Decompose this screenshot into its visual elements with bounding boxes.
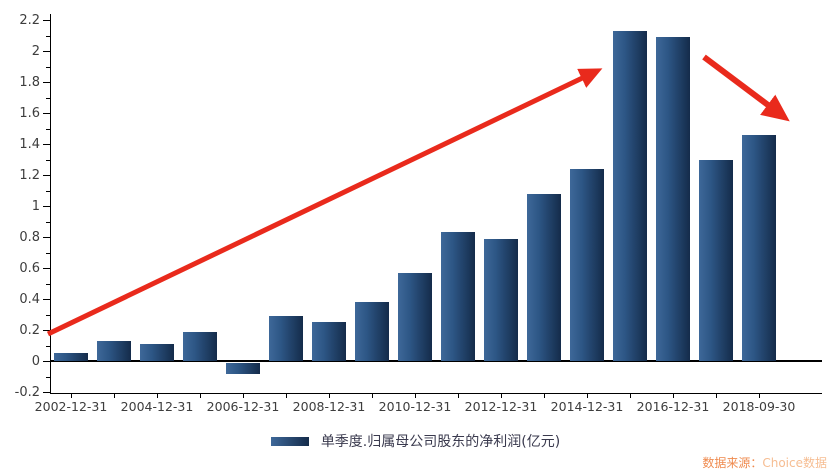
x-tick bbox=[329, 393, 330, 398]
x-tick-label: 2002-12-31 bbox=[34, 399, 108, 414]
y-tick-major bbox=[43, 361, 50, 362]
y-tick-minor bbox=[46, 190, 50, 192]
x-tick-label: 2012-12-31 bbox=[464, 399, 538, 414]
x-tick-label: 2018-09-30 bbox=[722, 399, 796, 414]
y-tick-major bbox=[43, 330, 50, 331]
x-tick bbox=[544, 393, 545, 398]
y-tick-minor bbox=[46, 283, 50, 285]
y-tick-label: 1.6 bbox=[19, 106, 40, 121]
bar bbox=[613, 30, 647, 361]
x-tick bbox=[587, 393, 588, 398]
x-tick-label: 2008-12-31 bbox=[292, 399, 366, 414]
x-tick bbox=[157, 393, 158, 398]
x-tick bbox=[243, 393, 244, 398]
x-tick bbox=[200, 393, 201, 398]
data-source-label: 数据来源： bbox=[702, 456, 763, 470]
bar bbox=[398, 272, 432, 361]
y-tick-minor bbox=[46, 66, 50, 68]
y-tick-minor bbox=[46, 376, 50, 378]
x-tick bbox=[458, 393, 459, 398]
legend-swatch-icon bbox=[270, 436, 309, 446]
bar bbox=[570, 168, 604, 361]
y-tick-label: 2 bbox=[31, 44, 40, 59]
x-tick bbox=[630, 393, 631, 398]
trend-down-arrow bbox=[702, 54, 790, 122]
bar bbox=[140, 343, 174, 361]
bar bbox=[312, 322, 346, 361]
bar bbox=[226, 363, 260, 374]
y-tick-major bbox=[43, 237, 50, 238]
y-tick-major bbox=[43, 299, 50, 300]
y-tick-label: 1.4 bbox=[19, 137, 40, 152]
y-tick-label: 2.2 bbox=[19, 13, 40, 28]
y-tick-label: 0.2 bbox=[19, 323, 40, 338]
x-tick bbox=[415, 393, 416, 398]
y-tick-major bbox=[43, 392, 50, 393]
bar bbox=[269, 316, 303, 361]
y-tick-major bbox=[43, 268, 50, 269]
zero-baseline bbox=[50, 360, 822, 362]
data-source-note: 数据来源：Choice数据 bbox=[702, 454, 827, 471]
y-tick-major bbox=[43, 175, 50, 176]
y-tick-major bbox=[43, 51, 50, 52]
bar bbox=[484, 238, 518, 361]
legend-label: 单季度.归属母公司股东的净利润(亿元) bbox=[320, 434, 561, 450]
y-tick-minor bbox=[46, 128, 50, 130]
y-tick-label: 1 bbox=[31, 199, 40, 214]
y-tick-major bbox=[43, 144, 50, 145]
y-axis-line bbox=[50, 14, 51, 393]
x-tick bbox=[759, 393, 760, 398]
bar bbox=[656, 37, 690, 361]
bar bbox=[183, 331, 217, 361]
y-tick-label: 1.8 bbox=[19, 75, 40, 90]
y-tick-label: 0.4 bbox=[19, 292, 40, 307]
bar bbox=[742, 134, 776, 361]
y-tick-label: -0.2 bbox=[14, 385, 40, 400]
x-tick-label: 2006-12-31 bbox=[206, 399, 280, 414]
x-tick bbox=[71, 393, 72, 398]
y-tick-minor bbox=[46, 97, 50, 99]
y-tick-minor bbox=[46, 314, 50, 316]
bar bbox=[54, 353, 88, 361]
data-source-value: Choice数据 bbox=[762, 456, 827, 470]
legend: 单季度.归属母公司股东的净利润(亿元) bbox=[0, 431, 831, 451]
x-tick bbox=[114, 393, 115, 398]
y-tick-minor bbox=[46, 221, 50, 223]
y-tick-label: 0.8 bbox=[19, 230, 40, 245]
bar bbox=[699, 159, 733, 361]
y-tick-major bbox=[43, 82, 50, 83]
x-tick-label: 2004-12-31 bbox=[120, 399, 194, 414]
y-tick-minor bbox=[46, 35, 50, 37]
y-tick-minor bbox=[46, 159, 50, 161]
y-tick-major bbox=[43, 113, 50, 114]
y-tick-label: 1.2 bbox=[19, 168, 40, 183]
bar bbox=[97, 340, 131, 361]
x-tick bbox=[716, 393, 717, 398]
x-tick-label: 2010-12-31 bbox=[378, 399, 452, 414]
y-tick-label: 0.6 bbox=[19, 261, 40, 276]
bar bbox=[441, 232, 475, 361]
y-tick-label: 0 bbox=[31, 354, 40, 369]
x-tick-label: 2014-12-31 bbox=[550, 399, 624, 414]
x-tick-label: 2016-12-31 bbox=[636, 399, 710, 414]
x-axis-line bbox=[50, 393, 822, 394]
x-tick bbox=[501, 393, 502, 398]
x-tick bbox=[286, 393, 287, 398]
y-tick-major bbox=[43, 20, 50, 21]
y-tick-minor bbox=[46, 252, 50, 254]
y-tick-minor bbox=[46, 345, 50, 347]
bar bbox=[355, 302, 389, 361]
x-tick bbox=[372, 393, 373, 398]
bar bbox=[527, 193, 561, 361]
x-tick bbox=[673, 393, 674, 398]
y-tick-major bbox=[43, 206, 50, 207]
